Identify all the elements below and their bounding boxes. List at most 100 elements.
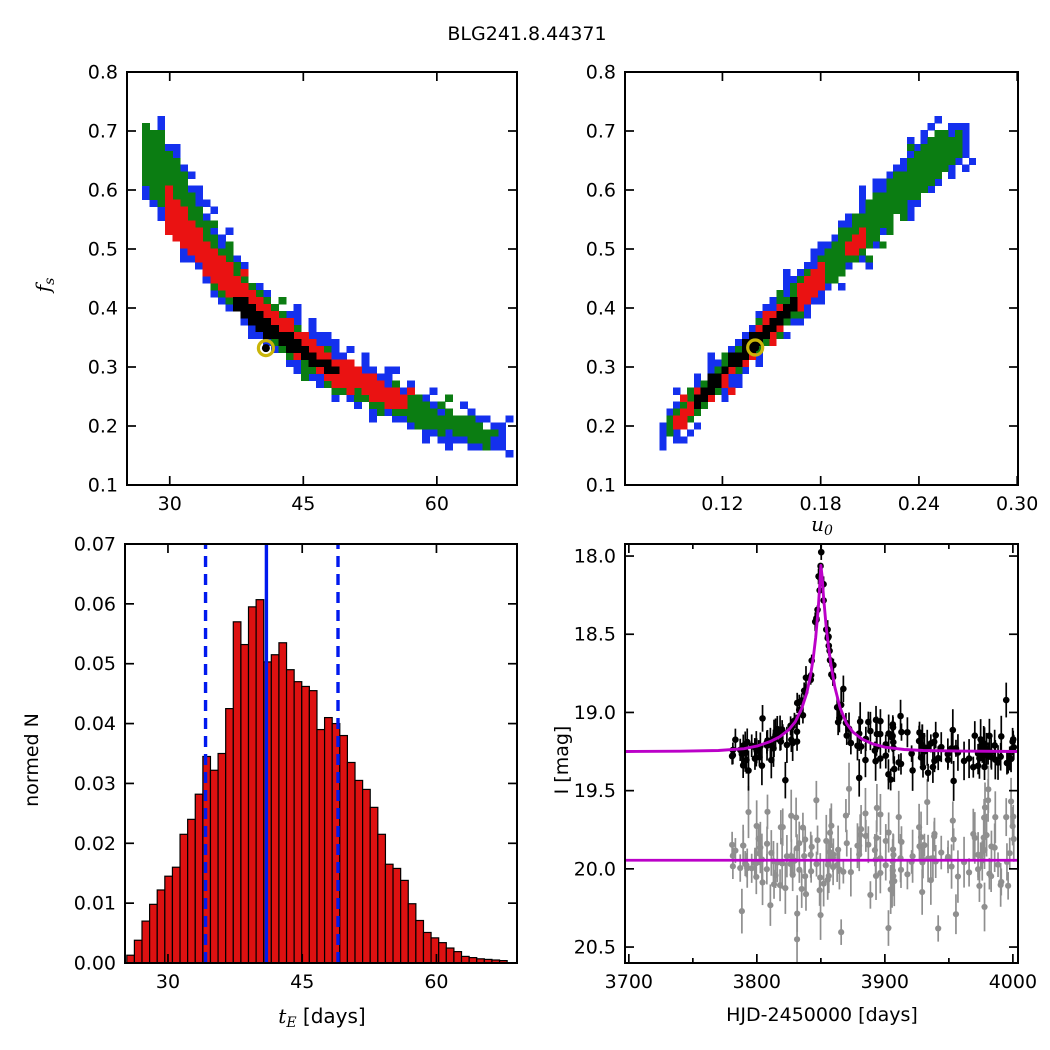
- u0_fs-xtick-label: 0.12: [701, 493, 743, 515]
- hist-bar: [164, 875, 174, 963]
- te_hist-ytick-label: 0.05: [74, 653, 116, 675]
- hist-bar: [400, 879, 409, 963]
- hist-bar: [438, 942, 447, 963]
- black-data-points: [728, 544, 1018, 801]
- te_fs-ytick-label: 0.5: [88, 239, 118, 261]
- hist-bar: [179, 833, 189, 963]
- hist-bar: [171, 866, 181, 963]
- u0_fs-xtick-label: 0.24: [898, 493, 940, 515]
- te_hist-ytick-label: 0.06: [74, 593, 116, 615]
- hist-bar: [278, 642, 288, 963]
- u0_fs-ytick-label: 0.7: [586, 121, 616, 143]
- lightcurve-ytick-label: 20.0: [574, 858, 616, 880]
- u0_fs-ytick-label: 0.4: [586, 298, 616, 320]
- hist-bar: [339, 734, 349, 963]
- u0_fs-ytick-label: 0.3: [586, 357, 616, 379]
- te_hist-ytick-label: 0.00: [74, 953, 116, 975]
- u0_fs-best-fit-marker: [746, 338, 765, 357]
- lightcurve-xlabel: HJD-2450000 [days]: [726, 1004, 918, 1026]
- te_hist-ytick-label: 0.04: [74, 713, 116, 735]
- u0_fs-xtick-label: 0.30: [996, 493, 1038, 515]
- lightcurve-ytick-label: 20.5: [574, 937, 616, 959]
- lightcurve-ytick-label: 19.0: [574, 702, 616, 724]
- hist-bar: [255, 599, 265, 963]
- hist-bar: [240, 643, 250, 963]
- te_fs-ytick-label: 0.4: [88, 298, 118, 320]
- te_hist-ytick-label: 0.03: [74, 773, 116, 795]
- te_fs-frame: [126, 71, 518, 486]
- hist-bar: [323, 716, 333, 963]
- te_hist-ytick-label: 0.02: [74, 833, 116, 855]
- lightcurve-xtick-label: 3800: [733, 971, 781, 993]
- hist-bar: [354, 779, 364, 963]
- hist-bar: [384, 863, 394, 963]
- u0_fs-xtick-label: 0.18: [800, 493, 842, 515]
- te_fs-ytick-label: 0.8: [88, 62, 118, 84]
- gray-data-points: [729, 762, 1017, 963]
- hist-bar: [346, 761, 356, 963]
- te_fs-ytick-label: 0.3: [88, 357, 118, 379]
- hist-bar: [445, 947, 455, 963]
- hist-bar: [362, 788, 371, 963]
- te_fs-xtick-label: 30: [158, 493, 182, 515]
- te_fs-xtick-label: 45: [291, 493, 315, 515]
- lightcurve-ytick-label: 19.5: [574, 780, 616, 802]
- lightcurve-frame: [624, 543, 1019, 964]
- hist-bar: [133, 939, 143, 963]
- hist-bar: [141, 920, 151, 963]
- hist-bar: [453, 951, 463, 963]
- lightcurve-xtick-label: 4000: [989, 971, 1037, 993]
- hist-bar: [270, 654, 280, 963]
- lightcurve-ytick-label: 18.0: [574, 546, 616, 568]
- hist-bar: [377, 833, 387, 963]
- te_fs-layer-2-sigma: [142, 122, 499, 451]
- te_fs-ytick-label: 0.6: [88, 180, 118, 202]
- hist-ylabel: normed N: [21, 713, 43, 807]
- microlensing-model-curve: [625, 563, 1018, 753]
- figure-title: BLG241.8.44371: [447, 23, 606, 45]
- te-fs-ylabel: fs: [31, 278, 58, 295]
- panel-te_fs: 30 45 60 0.1 0.2 0.3 0.4 0.5 0.6 0.7 0.8: [88, 62, 518, 515]
- hist-bar: [316, 728, 326, 963]
- hist-bar: [156, 889, 166, 963]
- te_fs-ytick-label: 0.2: [88, 416, 118, 438]
- hist-bar: [407, 903, 417, 963]
- hist-bar: [301, 685, 310, 963]
- u0_fs-ytick-label: 0.5: [586, 239, 616, 261]
- u0_fs-ytick-label: 0.2: [586, 416, 616, 438]
- lightcurve-ytick-label: 18.5: [574, 624, 616, 646]
- lightcurve-xtick-label: 3900: [861, 971, 909, 993]
- te_fs-layer-3-sigma: [142, 116, 514, 458]
- lightcurve-ylabel: I [mag]: [551, 726, 573, 795]
- hist-bar: [149, 903, 158, 963]
- hist-xlabel: tE [days]: [278, 1004, 365, 1031]
- hist-bar: [308, 690, 318, 963]
- sigma-lines: [203, 544, 340, 963]
- lightcurve-xtick-label: 3700: [605, 971, 653, 993]
- te_hist-frame: [124, 543, 518, 964]
- te_fs-ytick-label: 0.7: [88, 121, 118, 143]
- hist-bar: [194, 793, 204, 963]
- hist-bar: [422, 931, 432, 963]
- panel-te_hist: 30 45 60 0.00 0.01 0.02 0.03 0.04 0.05 0.06 0.07: [74, 534, 518, 993]
- hist-bar: [430, 937, 440, 963]
- te_hist-ytick-label: 0.01: [74, 893, 116, 915]
- hist-bar: [392, 867, 402, 963]
- hist-bar: [285, 669, 295, 963]
- u0_fs-ytick-label: 0.1: [586, 475, 616, 497]
- u0_fs-ytick-label: 0.6: [586, 180, 616, 202]
- histogram-bars: [126, 599, 508, 963]
- te_hist-xtick-label: 45: [290, 971, 314, 993]
- u0_fs-frame: [624, 71, 1019, 486]
- te_fs-ytick-label: 0.1: [88, 475, 118, 497]
- te_hist-xtick-label: 30: [156, 971, 180, 993]
- panel-lightcurve: 3700 3800 3900 4000 18.0 18.5 19.0 19.5 20.0 20.5: [574, 543, 1037, 993]
- te_fs-layer-core: [232, 297, 340, 375]
- te_hist-ytick-label: 0.07: [74, 534, 116, 556]
- u0_fs-ytick-label: 0.8: [586, 62, 616, 84]
- hist-bar: [209, 769, 219, 963]
- hist-bar: [232, 621, 242, 963]
- u0-fs-xlabel: u0: [811, 512, 833, 539]
